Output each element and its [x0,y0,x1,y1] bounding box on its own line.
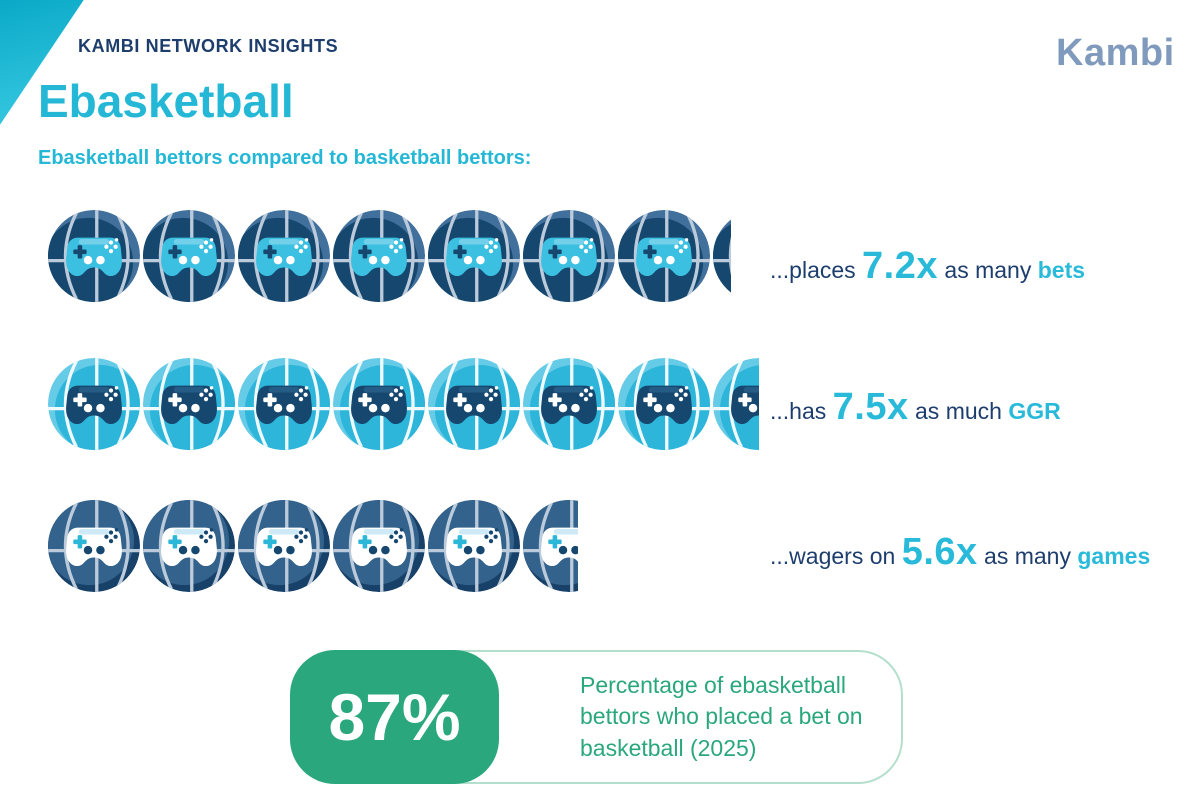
label-part: as many [938,257,1038,283]
basketball-gamepad-icon [523,500,578,592]
stat-card: 87% Percentage of ebasketball bettors wh… [290,650,903,784]
partial-basketball-icon [713,210,731,302]
basketball-gamepad-icon [48,358,140,450]
row-label-games: ...wagers on 5.6x as many games [770,531,1150,574]
pictogram-row-bets [48,210,731,302]
basketball-gamepad-icon [523,358,615,450]
row-label-GGR: ...has 7.5x as much GGR [770,386,1061,429]
stat-description: Percentage of ebasketball bettors who pl… [580,672,863,761]
basketball-gamepad-icon [713,358,759,450]
basketball-gamepad-icon [143,358,235,450]
kambi-logo: Kambi [1056,32,1175,74]
stat-badge: 87% [290,650,499,784]
label-part: 7.5x [832,386,909,428]
basketball-gamepad-icon [238,210,330,302]
pictogram-row-games [48,500,578,592]
pictogram-row-GGR [48,358,759,450]
label-part: bets [1037,257,1086,283]
partial-basketball-icon [713,358,759,450]
basketball-gamepad-icon [143,210,235,302]
basketball-gamepad-icon [238,500,330,592]
label-part: GGR [1008,398,1061,424]
basketball-gamepad-icon [48,500,140,592]
basketball-gamepad-icon [333,210,425,302]
partial-basketball-icon [523,500,578,592]
basketball-gamepad-icon [333,500,425,592]
basketball-gamepad-icon [48,210,140,302]
network-insights-label: KAMBI NETWORK INSIGHTS [78,36,339,56]
basketball-gamepad-icon [428,210,520,302]
label-part: as many [977,543,1078,569]
basketball-gamepad-icon [713,210,731,302]
label-part: ...places [770,257,863,283]
basketball-gamepad-icon [428,358,520,450]
label-part: 7.2x [862,245,939,287]
label-part: ...wagers on [770,543,902,569]
basketball-gamepad-icon [618,210,710,302]
comparison-subtitle: Ebasketball bettors compared to basketba… [38,147,532,169]
basketball-gamepad-icon [238,358,330,450]
basketball-gamepad-icon [618,358,710,450]
row-label-bets: ...places 7.2x as many bets [770,245,1085,288]
page-title: Ebasketball [38,75,294,127]
basketball-gamepad-icon [428,500,520,592]
label-part: as much [908,398,1009,424]
basketball-gamepad-icon [333,358,425,450]
label-part: ...has [770,398,833,424]
stat-value: 87% [328,680,461,754]
basketball-gamepad-icon [523,210,615,302]
label-part: 5.6x [901,531,978,573]
label-part: games [1077,543,1151,569]
basketball-gamepad-icon [143,500,235,592]
